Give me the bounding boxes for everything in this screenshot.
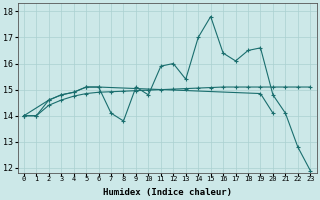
X-axis label: Humidex (Indice chaleur): Humidex (Indice chaleur) xyxy=(103,188,232,197)
